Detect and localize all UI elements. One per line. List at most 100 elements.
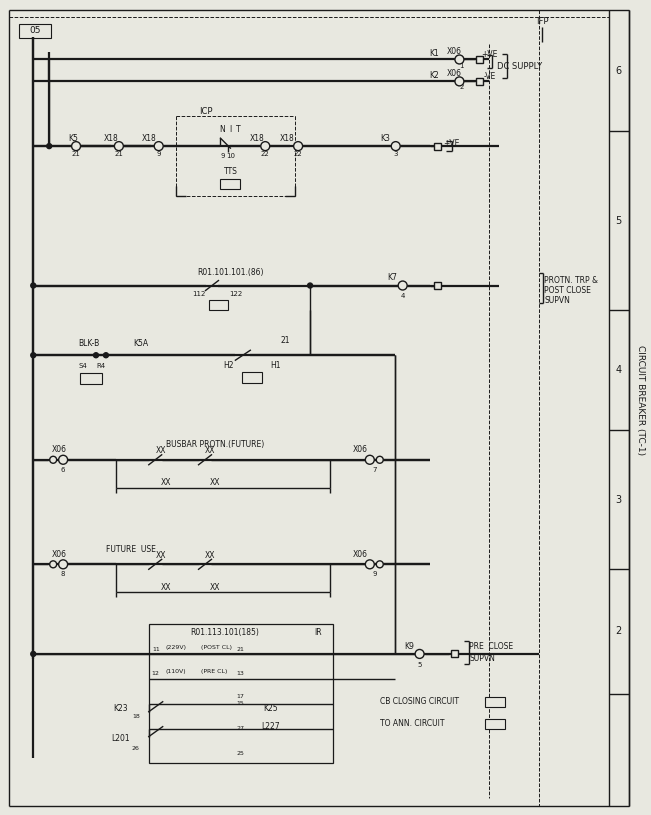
- Text: 1: 1: [459, 64, 464, 69]
- Text: 05: 05: [29, 26, 41, 35]
- Bar: [80, 372, 102, 384]
- Bar: [476, 78, 483, 85]
- Text: +VE: +VE: [481, 50, 497, 59]
- Text: POST CLOSE: POST CLOSE: [544, 286, 591, 295]
- Circle shape: [365, 560, 374, 569]
- Text: CB CLOSING CIRCUIT: CB CLOSING CIRCUIT: [380, 698, 459, 707]
- Bar: [434, 143, 441, 150]
- Text: XX: XX: [210, 583, 221, 592]
- Bar: [451, 650, 458, 658]
- Text: 10: 10: [226, 153, 235, 159]
- Text: T: T: [236, 125, 241, 134]
- Text: 21: 21: [236, 647, 244, 653]
- Text: 5: 5: [616, 216, 622, 226]
- Text: DC SUPPLY: DC SUPPLY: [497, 62, 542, 71]
- Text: L201: L201: [111, 734, 130, 743]
- Bar: [242, 372, 262, 382]
- Text: S4: S4: [79, 363, 87, 369]
- Circle shape: [59, 560, 68, 569]
- Text: (110V): (110V): [166, 669, 186, 674]
- Circle shape: [47, 143, 51, 148]
- Text: -VE: -VE: [483, 72, 495, 81]
- Bar: [476, 56, 483, 63]
- Text: 6: 6: [616, 67, 622, 77]
- Text: 26: 26: [132, 746, 140, 751]
- Circle shape: [31, 353, 36, 358]
- Text: 21: 21: [72, 151, 81, 157]
- Circle shape: [376, 561, 383, 568]
- Circle shape: [294, 142, 303, 151]
- Circle shape: [49, 561, 57, 568]
- Text: X18: X18: [250, 134, 265, 143]
- Text: 21: 21: [115, 151, 123, 157]
- Circle shape: [398, 281, 407, 290]
- Text: X18: X18: [280, 134, 294, 143]
- Text: 22: 22: [261, 151, 270, 157]
- Bar: [149, 624, 333, 764]
- Text: XX: XX: [160, 583, 171, 592]
- Text: 17: 17: [213, 301, 224, 310]
- Text: SUPVN: SUPVN: [469, 654, 495, 663]
- Text: X18: X18: [104, 134, 118, 143]
- Text: XX: XX: [156, 551, 166, 560]
- Bar: [221, 179, 240, 189]
- Text: PRE  CLOSE: PRE CLOSE: [469, 642, 514, 651]
- Text: TTS: TTS: [223, 166, 238, 175]
- Text: 11: 11: [247, 372, 258, 381]
- Circle shape: [455, 55, 464, 64]
- Text: 9: 9: [156, 151, 161, 157]
- Circle shape: [365, 456, 374, 465]
- Circle shape: [94, 353, 98, 358]
- Text: XX: XX: [205, 447, 215, 456]
- Text: X06: X06: [447, 47, 462, 56]
- Text: 9: 9: [220, 153, 225, 159]
- Text: K5A: K5A: [133, 339, 148, 348]
- Text: TO ANN. CIRCUIT: TO ANN. CIRCUIT: [380, 719, 444, 728]
- Text: N: N: [219, 125, 225, 134]
- Circle shape: [455, 77, 464, 86]
- Text: K5: K5: [68, 134, 78, 143]
- Text: (POST CL): (POST CL): [201, 645, 232, 650]
- Text: BLK-B: BLK-B: [78, 339, 100, 348]
- Text: X06: X06: [51, 550, 66, 559]
- Text: CIRCUIT BREAKER (TC-1): CIRCUIT BREAKER (TC-1): [636, 345, 645, 455]
- Text: X06: X06: [352, 550, 367, 559]
- Text: X06: X06: [352, 445, 367, 454]
- Text: 7: 7: [372, 467, 377, 473]
- Text: IR: IR: [314, 628, 322, 637]
- Text: XX: XX: [205, 551, 215, 560]
- Text: 8: 8: [61, 571, 65, 577]
- Circle shape: [415, 650, 424, 659]
- Circle shape: [391, 142, 400, 151]
- Circle shape: [49, 456, 57, 463]
- Text: 9: 9: [372, 571, 377, 577]
- Text: +VE: +VE: [443, 139, 460, 148]
- Text: 30: 30: [86, 373, 96, 382]
- Circle shape: [59, 456, 68, 465]
- Text: R01.113.101(185): R01.113.101(185): [191, 628, 260, 637]
- Text: PROTN. TRP &: PROTN. TRP &: [544, 276, 598, 285]
- Text: XX: XX: [210, 478, 221, 487]
- Text: 12: 12: [152, 672, 159, 676]
- Text: R4: R4: [96, 363, 105, 369]
- Circle shape: [115, 142, 124, 151]
- Text: K7: K7: [387, 273, 396, 282]
- Text: I: I: [229, 125, 232, 134]
- Text: XX: XX: [156, 447, 166, 456]
- Text: H1: H1: [270, 361, 281, 370]
- Text: SUPVN: SUPVN: [544, 296, 570, 305]
- Text: K9: K9: [405, 642, 415, 651]
- Text: R01.101.101.(86): R01.101.101.(86): [197, 268, 264, 277]
- Text: (PRE CL): (PRE CL): [201, 669, 227, 674]
- Text: X18: X18: [141, 134, 156, 143]
- Text: 25: 25: [490, 719, 501, 728]
- Text: 13: 13: [236, 672, 244, 676]
- Text: K23: K23: [113, 704, 128, 713]
- Text: K3: K3: [380, 134, 390, 143]
- Circle shape: [154, 142, 163, 151]
- Text: 2: 2: [616, 626, 622, 636]
- Text: XX: XX: [160, 478, 171, 487]
- Text: BUSBAR PROTN.(FUTURE): BUSBAR PROTN.(FUTURE): [166, 440, 264, 449]
- Text: 25: 25: [236, 751, 244, 756]
- Text: 5: 5: [417, 662, 422, 668]
